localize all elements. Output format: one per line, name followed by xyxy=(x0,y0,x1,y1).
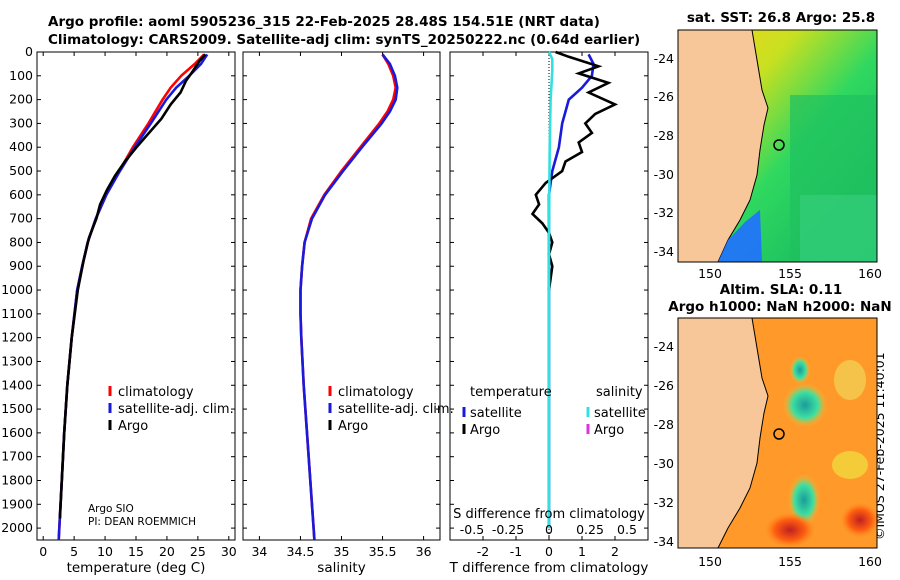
legend-label: Argo xyxy=(470,423,500,438)
y-tick-label: 1800 xyxy=(1,472,33,487)
map-tick: -34 xyxy=(654,534,674,549)
y-tick-label: 100 xyxy=(9,68,33,83)
x-tick-label: 15 xyxy=(128,544,144,559)
series-line-satellite-adj-clim- xyxy=(299,53,399,541)
y-tick-label: 1900 xyxy=(1,496,33,511)
x-tick-label: -1 xyxy=(510,544,522,559)
sla-map-subtitle: Argo h1000: NaN h2000: NaN xyxy=(668,299,892,315)
map-tick: -24 xyxy=(654,51,674,66)
x-axis-label: salinity xyxy=(317,560,365,576)
legend-label: Argo xyxy=(338,419,368,434)
secondary-tick-label: 0 xyxy=(545,522,553,537)
legend-title: salinity xyxy=(596,385,643,400)
y-tick-label: 1500 xyxy=(1,401,33,416)
legend-label: climatology xyxy=(118,385,194,400)
x-tick-label: 1 xyxy=(578,544,586,559)
map-tick: -26 xyxy=(654,378,674,393)
map-axis-labels: -24 -26 -28 -30 -32 -34 150 155 160 -24 … xyxy=(654,51,882,569)
map-tick: -32 xyxy=(654,205,674,220)
x-tick-label: 0 xyxy=(39,544,47,559)
y-tick-label: 200 xyxy=(9,92,33,107)
secondary-axis-label: S difference from climatology xyxy=(453,507,645,522)
y-tick-label: 500 xyxy=(9,163,33,178)
legend-label: satellite-adj. clim. xyxy=(118,402,234,417)
secondary-tick-label: -0.25 xyxy=(492,522,524,537)
y-tick-label: 1700 xyxy=(1,449,33,464)
y-tick-label: 1000 xyxy=(1,282,33,297)
map-tick: -28 xyxy=(654,417,674,432)
x-tick-label: 0 xyxy=(545,544,553,559)
x-tick-label: 10 xyxy=(97,544,113,559)
x-tick-label: 20 xyxy=(159,544,175,559)
sla-map xyxy=(677,317,880,549)
map-tick: 155 xyxy=(778,554,802,569)
y-tick-label: 300 xyxy=(9,115,33,130)
y-tick-label: 400 xyxy=(9,139,33,154)
map-tick: 160 xyxy=(858,554,882,569)
legend-label: satellite xyxy=(594,406,646,421)
map-tick: -34 xyxy=(654,244,674,259)
series-line-argo xyxy=(58,53,207,519)
argo-float-marker xyxy=(773,428,785,440)
x-axis-label: T difference from climatology xyxy=(449,560,649,576)
map-tick: -26 xyxy=(654,89,674,104)
y-tick-label: 700 xyxy=(9,211,33,226)
y-tick-label: 900 xyxy=(9,258,33,273)
y-tick-label: 0 xyxy=(25,44,33,59)
x-tick-label: 34.5 xyxy=(287,544,315,559)
legend-title: temperature xyxy=(470,385,552,400)
x-tick-label: 35.5 xyxy=(369,544,397,559)
x-tick-label: 25 xyxy=(190,544,206,559)
map-tick: 150 xyxy=(698,554,722,569)
secondary-tick-label: -0.5 xyxy=(460,522,484,537)
y-tick-label: 600 xyxy=(9,187,33,202)
y-tick-label: 1600 xyxy=(1,425,33,440)
x-tick-label: 30 xyxy=(221,544,237,559)
legend-label: satellite xyxy=(470,406,522,421)
y-tick-label: 1200 xyxy=(1,330,33,345)
y-tick-label: 1100 xyxy=(1,306,33,321)
x-tick-label: 2 xyxy=(611,544,619,559)
figure-title-line1: Argo profile: aoml 5905236_315 22-Feb-20… xyxy=(48,14,600,30)
map-tick: -24 xyxy=(654,339,674,354)
x-tick-label: 34 xyxy=(251,544,267,559)
y-tick-label: 1300 xyxy=(1,353,33,368)
sst-map-title: sat. SST: 26.8 Argo: 25.8 xyxy=(686,10,876,26)
map-tick: 160 xyxy=(858,266,882,281)
y-tick-label: 800 xyxy=(9,234,33,249)
x-axis-label: temperature (deg C) xyxy=(67,560,206,576)
x-tick-label: 5 xyxy=(70,544,78,559)
y-tick-label: 1400 xyxy=(1,377,33,392)
x-tick-label: -2 xyxy=(477,544,489,559)
figure-title-line2: Climatology: CARS2009. Satellite-adj cli… xyxy=(48,32,641,48)
secondary-tick-label: 0.5 xyxy=(617,522,637,537)
legend-label: Argo xyxy=(118,419,148,434)
sla-map-title: Altim. SLA: 0.11 xyxy=(719,282,843,298)
y-tick-label: 2000 xyxy=(1,520,33,535)
annotation-text: Argo SIO xyxy=(88,503,134,515)
map-tick: -30 xyxy=(654,456,674,471)
legend-label: satellite-adj. clim. xyxy=(338,402,454,417)
legend-label: climatology xyxy=(338,385,414,400)
x-tick-label: 36 xyxy=(416,544,432,559)
map-tick: -32 xyxy=(654,495,674,510)
argo-float-marker xyxy=(773,139,785,151)
series-line-s-satellite xyxy=(547,51,554,529)
map-tick: 155 xyxy=(778,266,802,281)
secondary-tick-label: 0.25 xyxy=(576,522,604,537)
map-tick: 150 xyxy=(698,266,722,281)
x-tick-label: 35 xyxy=(334,544,350,559)
annotation-text: PI: DEAN ROEMMICH xyxy=(88,516,196,528)
map-tick: -28 xyxy=(654,128,674,143)
map-tick: -30 xyxy=(654,167,674,182)
legend-label: Argo xyxy=(594,423,624,438)
sst-map xyxy=(677,29,878,263)
